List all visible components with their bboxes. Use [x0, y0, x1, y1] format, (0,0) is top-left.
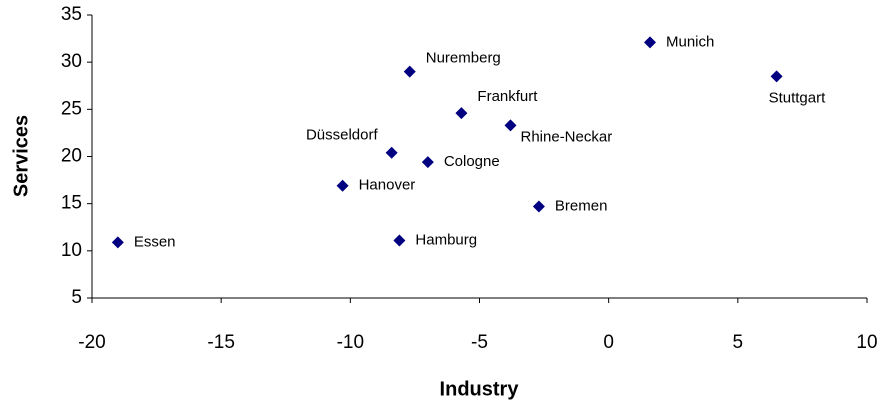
- point-label: Frankfurt: [477, 88, 538, 105]
- point-label: Essen: [134, 233, 176, 250]
- point-label: Cologne: [444, 153, 500, 170]
- y-tick-label: 10: [61, 240, 82, 261]
- y-tick-label: 5: [71, 287, 82, 308]
- point: [336, 179, 349, 192]
- point: [111, 236, 124, 249]
- point-label: Düsseldorf: [306, 127, 379, 144]
- y-tick-label: 15: [61, 193, 82, 214]
- x-tick-label: -10: [337, 332, 364, 353]
- point-label: Munich: [666, 33, 714, 50]
- point: [770, 70, 783, 83]
- point: [532, 200, 545, 213]
- point-label: Stuttgart: [769, 89, 827, 106]
- point-label: Rhine-Neckar: [521, 128, 613, 145]
- point: [393, 234, 406, 247]
- y-axis-title: Services: [10, 115, 32, 197]
- y-tick-label: 25: [61, 98, 82, 119]
- y-tick-label: 20: [61, 146, 82, 167]
- x-tick-label: -5: [471, 332, 488, 353]
- x-tick-label: -15: [207, 332, 234, 353]
- point-label: Hamburg: [415, 231, 477, 248]
- point: [644, 36, 656, 49]
- point: [403, 65, 416, 78]
- point: [504, 119, 517, 132]
- x-tick-label: 0: [603, 332, 614, 353]
- x-tick-label: 10: [856, 332, 877, 353]
- y-tick-label: 30: [61, 51, 82, 72]
- point-label: Bremen: [555, 197, 608, 214]
- x-axis-title: Industry: [440, 378, 520, 400]
- point-label: Nuremberg: [426, 50, 501, 67]
- y-tick-label: 35: [61, 4, 82, 25]
- x-tick-label: 5: [733, 332, 744, 353]
- point-label: Hanover: [359, 177, 416, 194]
- x-tick-label: -20: [78, 332, 105, 353]
- point: [455, 107, 468, 120]
- point: [421, 156, 434, 169]
- point: [385, 146, 398, 159]
